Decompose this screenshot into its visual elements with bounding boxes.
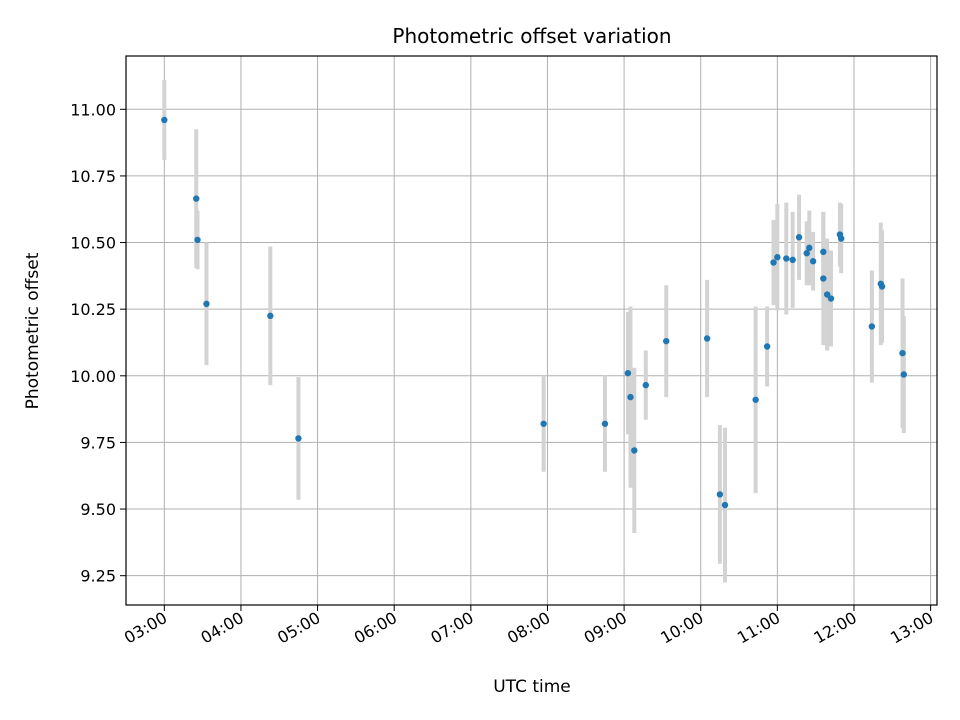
x-tick-label: 07:00 bbox=[427, 608, 476, 648]
x-tick-label: 03:00 bbox=[121, 608, 170, 648]
data-point bbox=[806, 244, 813, 252]
y-tick-label: 10.50 bbox=[70, 234, 116, 253]
x-tick-label: 06:00 bbox=[351, 608, 400, 648]
y-tick-label: 9.75 bbox=[80, 433, 116, 452]
data-point bbox=[803, 250, 810, 257]
chart-title: Photometric offset variation bbox=[392, 24, 671, 48]
data-point bbox=[900, 371, 907, 378]
data-point bbox=[827, 295, 835, 302]
data-point bbox=[642, 381, 650, 389]
data-point bbox=[601, 420, 609, 427]
data-point bbox=[809, 258, 817, 265]
data-point bbox=[774, 254, 781, 261]
x-tick-label: 13:00 bbox=[887, 608, 936, 648]
data-point bbox=[770, 259, 777, 266]
data-point bbox=[295, 435, 302, 442]
data-point bbox=[193, 195, 200, 202]
data-point bbox=[899, 349, 906, 357]
error-bars bbox=[162, 79, 906, 583]
data-point bbox=[627, 393, 634, 401]
data-point bbox=[820, 248, 827, 256]
data-point bbox=[716, 491, 724, 498]
data-point bbox=[624, 369, 632, 377]
y-tick-label: 10.75 bbox=[70, 167, 116, 186]
data-point bbox=[783, 255, 790, 262]
x-tick-label: 11:00 bbox=[734, 608, 783, 648]
data-point bbox=[631, 447, 638, 454]
data-point bbox=[752, 396, 759, 403]
data-point bbox=[789, 256, 796, 264]
y-tick-label: 10.25 bbox=[70, 300, 116, 319]
data-point bbox=[795, 234, 803, 241]
data-point bbox=[267, 312, 274, 320]
data-point bbox=[878, 283, 886, 290]
data-point bbox=[203, 300, 210, 308]
data-point bbox=[868, 323, 876, 330]
x-tick-label: 09:00 bbox=[581, 608, 630, 648]
data-point bbox=[540, 420, 547, 427]
data-point bbox=[820, 275, 827, 282]
grid bbox=[126, 56, 937, 605]
y-tick-label: 9.25 bbox=[80, 567, 116, 586]
data-point bbox=[703, 335, 711, 342]
x-tick-label: 05:00 bbox=[274, 608, 323, 648]
data-point bbox=[663, 337, 670, 345]
data-point bbox=[823, 291, 831, 298]
x-axis-label: UTC time bbox=[493, 677, 571, 697]
x-axis: 03:00 04:00 05:00 06:00 07:00 08:00 09:00 10:00… bbox=[121, 605, 937, 648]
y-axis-label: Photometric offset bbox=[23, 252, 43, 409]
data-point bbox=[838, 235, 845, 242]
data-point bbox=[194, 236, 201, 244]
x-tick-label: 12:00 bbox=[811, 608, 860, 648]
y-tick-label: 11.00 bbox=[70, 100, 116, 119]
x-tick-label: 04:00 bbox=[198, 608, 247, 648]
plot-frame bbox=[125, 55, 938, 606]
data-point bbox=[721, 501, 729, 509]
y-axis: 9.25 9.50 9.75 10.00 10.25 10.50 10.75 11.00 bbox=[70, 100, 126, 586]
y-tick-label: 10.00 bbox=[70, 367, 116, 386]
y-tick-label: 9.50 bbox=[80, 500, 116, 519]
data-point bbox=[763, 343, 771, 350]
x-tick-label: 10:00 bbox=[657, 608, 706, 648]
data-points bbox=[161, 116, 907, 509]
x-tick-label: 08:00 bbox=[504, 608, 553, 648]
data-point bbox=[161, 116, 168, 124]
